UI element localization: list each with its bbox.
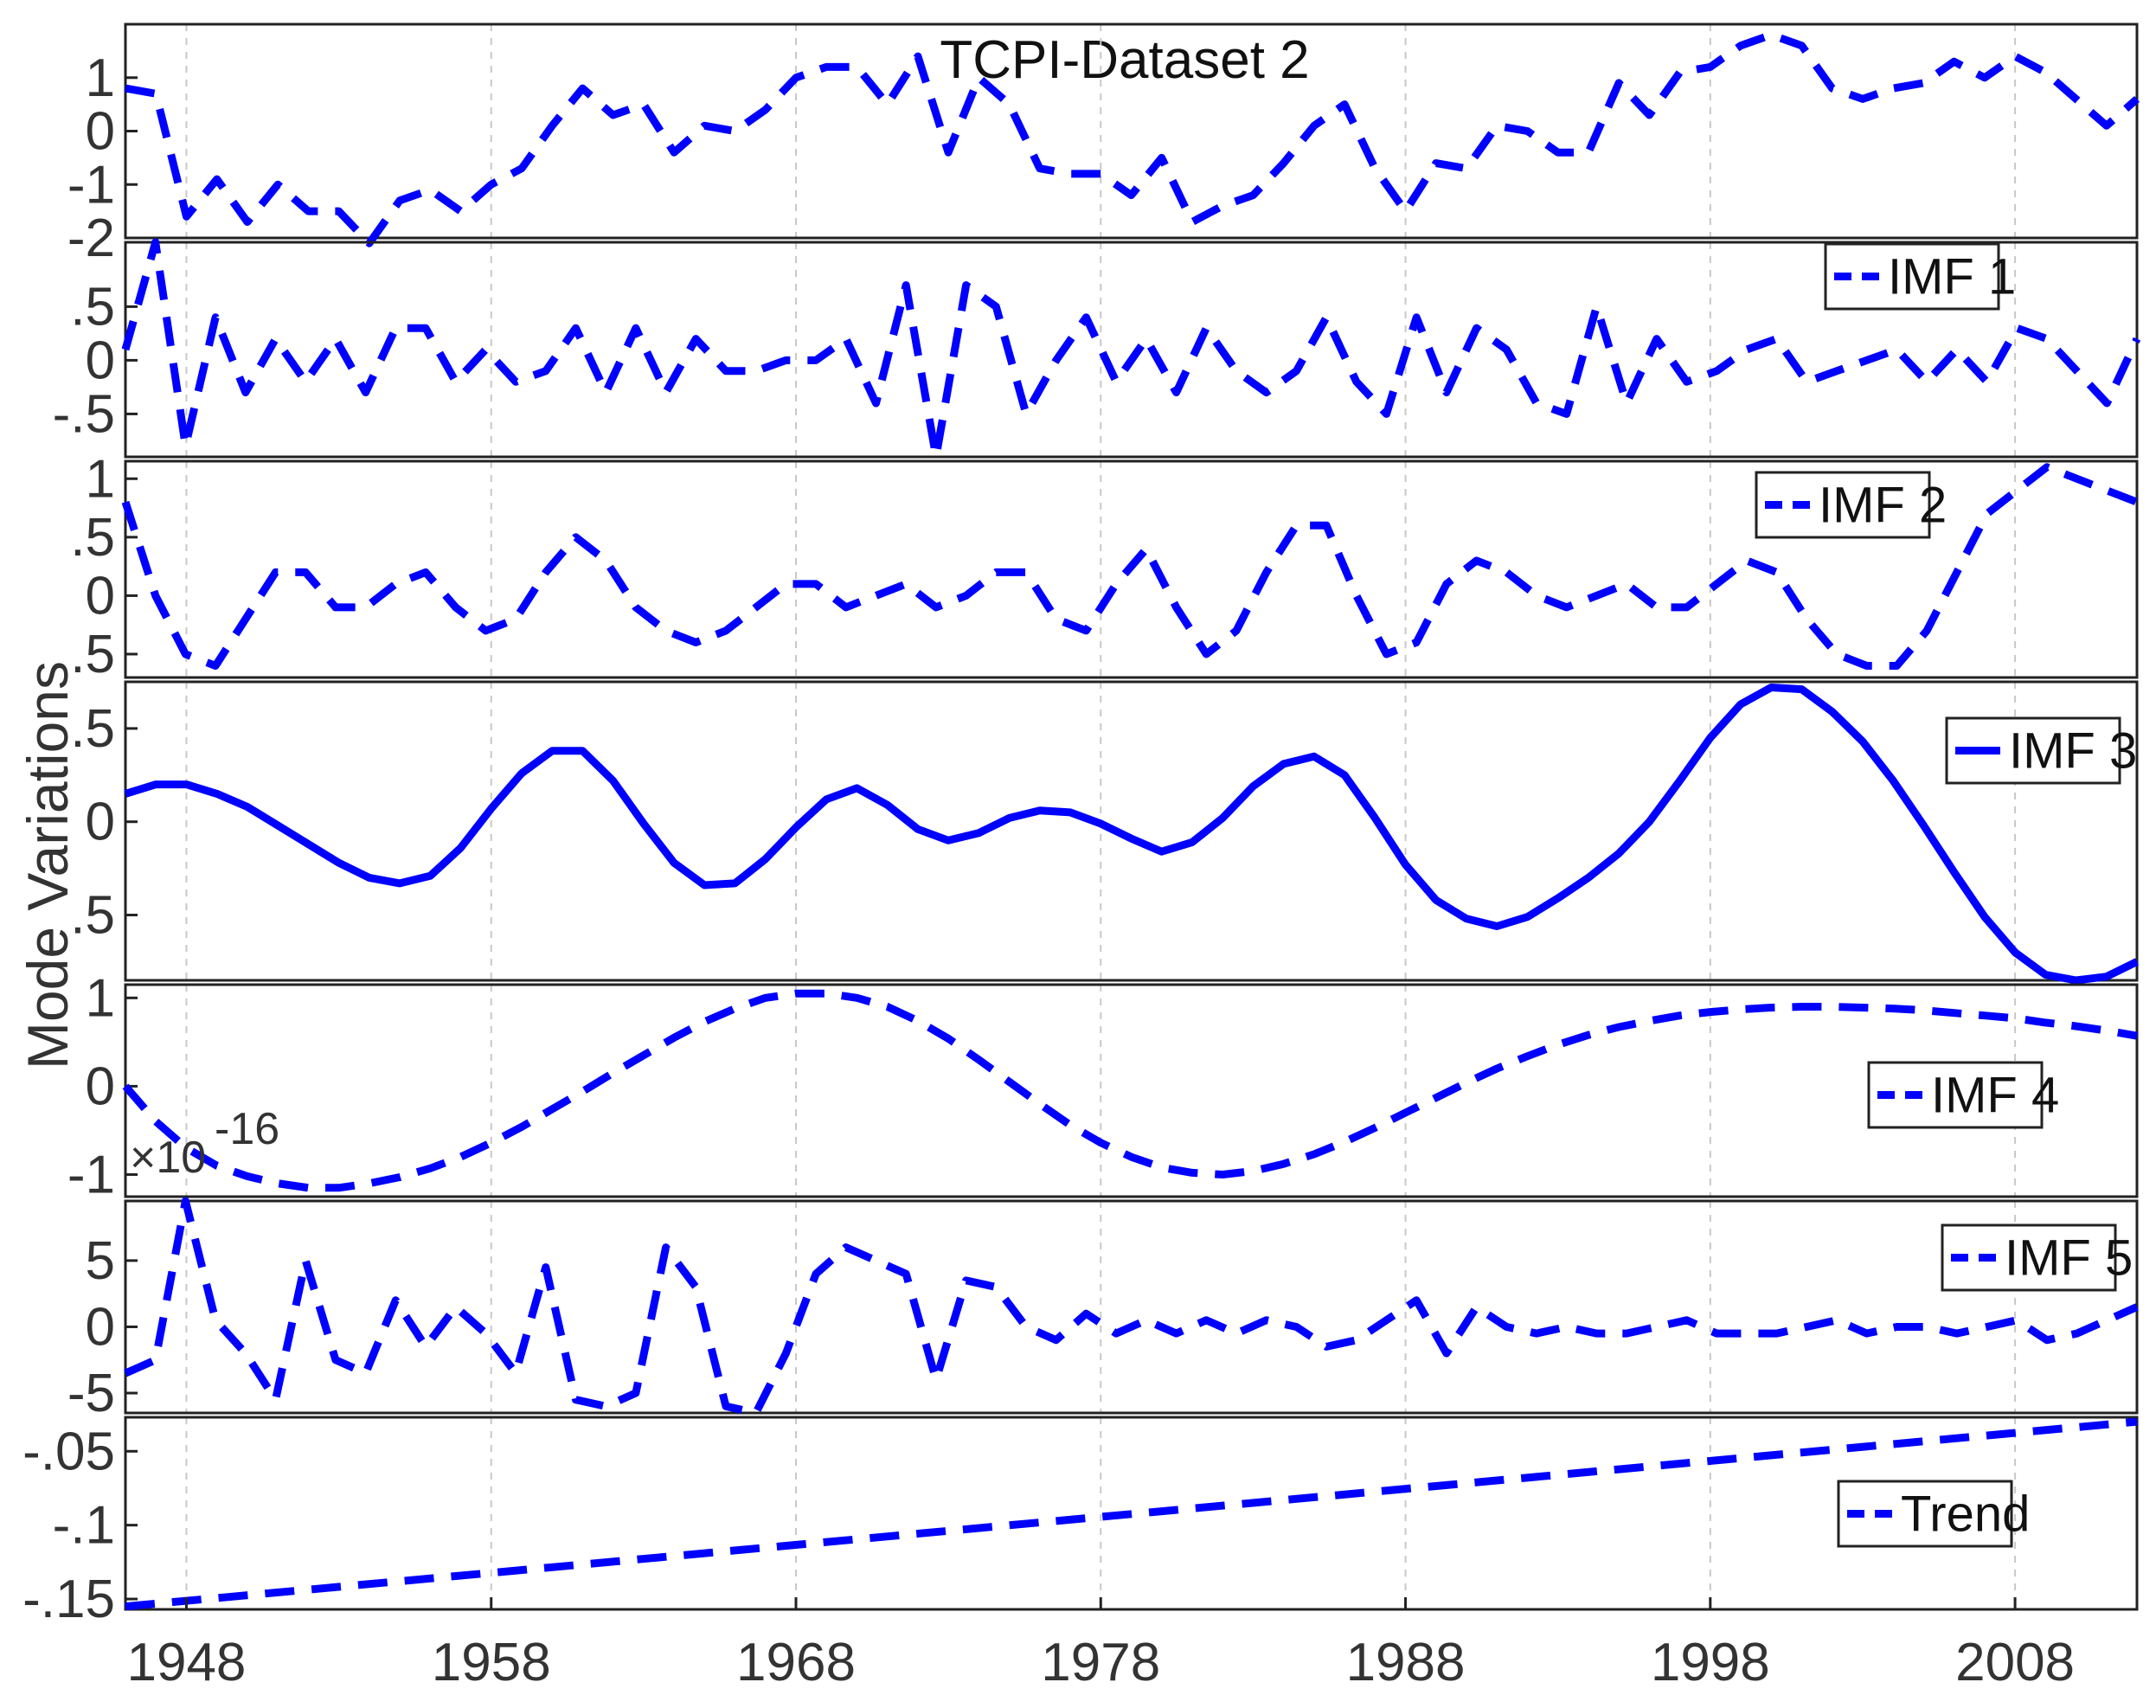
- panel-frame: [124, 983, 2139, 1198]
- legend-label: IMF 2: [1819, 478, 1947, 534]
- legend-6: IMF 5: [1941, 1223, 2133, 1292]
- y-tick-label: -1: [67, 155, 115, 215]
- y-tick-label: 0: [86, 102, 115, 162]
- panel-1: 10-1-2: [67, 22, 2140, 268]
- legend-box: [1867, 1061, 2044, 1129]
- series-line-6: [124, 1197, 2139, 1417]
- panel-frame: [124, 459, 2139, 679]
- series-line-5: [122, 989, 2138, 1192]
- panel-4: .5 0 .5 IMF 3: [70, 680, 2139, 985]
- panel-frame: [124, 1416, 2139, 1611]
- y-tick-label: .5: [70, 886, 115, 946]
- legend-label: IMF 3: [2009, 723, 2137, 780]
- y-tick-label: 0: [86, 793, 115, 852]
- x-tick-label: 1968: [736, 1633, 856, 1692]
- legend-5: IMF 4: [1867, 1061, 2059, 1129]
- y-tick-label: .5: [70, 699, 115, 759]
- y-tick-label: 5: [86, 1231, 115, 1291]
- panel-frame: [124, 1199, 2139, 1415]
- x-tick-label: 1948: [126, 1633, 246, 1692]
- y-tick-label: .5: [70, 625, 115, 684]
- y-tick-label: .5: [70, 277, 115, 337]
- legend-label: Trend: [1901, 1486, 2030, 1543]
- x-tick-label: 1978: [1041, 1633, 1160, 1692]
- panel-2: .50-.5 IMF 1: [53, 238, 2141, 461]
- y-tick-label: 1: [86, 968, 115, 1028]
- x-tick-label: 2008: [1955, 1633, 2075, 1692]
- legend-2: IMF 1: [1824, 242, 2016, 311]
- x-tick-label: 1988: [1346, 1633, 1466, 1692]
- y-tick-label: 0: [86, 566, 115, 626]
- multiplier-exponent: -16: [215, 1104, 279, 1154]
- y-tick-label: .5: [70, 508, 115, 568]
- y-tick-label: 0: [86, 1297, 115, 1357]
- legend-box: [1824, 242, 2000, 311]
- legend-3: IMF 2: [1755, 471, 1947, 539]
- x-tick-label: 1958: [432, 1633, 551, 1692]
- multiplier-label: ×10: [130, 1133, 206, 1183]
- y-tick-label: -5: [67, 1364, 115, 1423]
- y-axis-label: Mode Variations: [16, 661, 80, 1069]
- series-line-7: [125, 1417, 2138, 1611]
- series-line-1: [125, 30, 2140, 247]
- y-tick-label: -.05: [22, 1422, 115, 1481]
- y-tick-label: -1: [67, 1145, 115, 1204]
- panel-6: 50 -5 ×10-16 IMF 5: [67, 1104, 2139, 1423]
- legend-box: [1837, 1480, 2013, 1548]
- panel-5: 1 0 -1 IMF 4: [67, 968, 2139, 1204]
- legend-label: IMF 1: [1888, 249, 2016, 305]
- y-tick-label: -.15: [22, 1570, 115, 1629]
- y-tick-label: -2: [67, 209, 115, 268]
- series-line-2: [121, 238, 2141, 461]
- legend-4: IMF 3: [1945, 716, 2137, 785]
- y-tick-label: 1: [86, 449, 115, 509]
- legend-7: Trend: [1837, 1480, 2030, 1548]
- x-axis: 1948 1958 1968 1978 1988 1998 2008: [126, 1597, 2075, 1692]
- chart-title: TCPI-Dataset 2: [940, 30, 1309, 90]
- panel-7: -.05 -.1 -.15 Trend: [22, 1416, 2139, 1629]
- series-line-4: [124, 684, 2139, 985]
- y-tick-label: -.5: [53, 384, 115, 444]
- legend-box: [1755, 471, 1931, 539]
- y-tick-label: 0: [86, 1056, 115, 1116]
- series-line-3: [121, 463, 2139, 670]
- panel-frame: [124, 680, 2139, 982]
- y-tick-label: -.1: [53, 1496, 115, 1556]
- legend-box: [1941, 1223, 2117, 1292]
- legend-label: IMF 5: [2005, 1230, 2133, 1287]
- y-tick-label: 0: [86, 331, 115, 390]
- y-tick-label: 1: [86, 48, 115, 108]
- legend-label: IMF 4: [1931, 1068, 2059, 1124]
- x-tick-label: 1998: [1651, 1633, 1770, 1692]
